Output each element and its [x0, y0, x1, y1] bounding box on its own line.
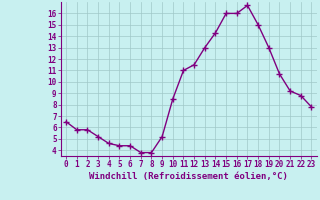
X-axis label: Windchill (Refroidissement éolien,°C): Windchill (Refroidissement éolien,°C)	[89, 172, 288, 181]
